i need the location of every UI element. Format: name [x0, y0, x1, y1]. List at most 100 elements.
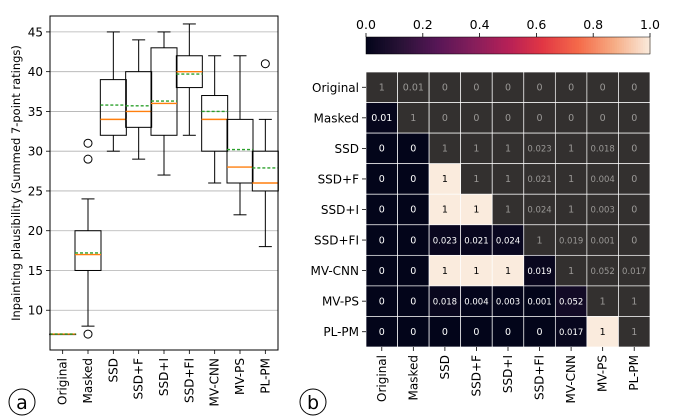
heatmap-cell: 0 — [618, 164, 650, 195]
heatmap-cell-label: 1 — [505, 174, 511, 185]
heatmap-cell-label: 0 — [442, 113, 448, 124]
row-label: PL-PM — [323, 325, 359, 339]
row-label: MV-CNN — [310, 264, 359, 278]
heatmap-cell: 1 — [587, 286, 619, 317]
heatmap-cell: 0 — [461, 316, 493, 347]
heatmap-cell: 0 — [366, 316, 398, 347]
colorbar-tick-label: 0.8 — [583, 17, 603, 32]
heatmap-cell-label: 1 — [568, 266, 574, 277]
heatmap-cell-label: 1 — [505, 266, 511, 277]
heatmap-cell-label: 0 — [379, 296, 385, 307]
col-label: SSD — [438, 355, 452, 379]
heatmap-cell-label: 0 — [568, 113, 574, 124]
panel-b-tag: b — [300, 389, 326, 415]
heatmap-cell-label: 1 — [631, 296, 637, 307]
heatmap-cell-label: 0 — [631, 235, 637, 246]
heatmap-cell-label: 1 — [568, 144, 574, 155]
heatmap-cell: 1 — [492, 194, 524, 225]
x-tick-label: PL-PM — [258, 358, 272, 394]
heatmap-cell-label: 0.019 — [559, 236, 583, 246]
heatmap-cell-label: 1 — [537, 235, 543, 246]
heatmap-cell-label: 1 — [410, 113, 416, 124]
heatmap-cell: 1 — [398, 103, 430, 134]
heatmap-cell: 0 — [555, 103, 587, 134]
heatmap-cell: 0.017 — [555, 316, 587, 347]
heatmap-cell-label: 1 — [631, 327, 637, 338]
heatmap-cell: 0.021 — [461, 225, 493, 256]
heatmap-cell: 0 — [366, 133, 398, 164]
heatmap-cell: 0.024 — [492, 225, 524, 256]
heatmap-cell-label: 1 — [442, 174, 448, 185]
heatmap-cell-label: 0.018 — [590, 145, 614, 155]
y-tick-label: 20 — [28, 224, 43, 238]
col-label: SSD+I — [501, 355, 515, 393]
heatmap-cell: 0.003 — [587, 194, 619, 225]
heatmap-cell-label: 0 — [410, 205, 416, 216]
heatmap-cell: 0 — [492, 72, 524, 103]
heatmap-cell: 0.019 — [524, 255, 556, 286]
box-mv-cnn — [202, 56, 228, 183]
heatmap-cell: 1 — [618, 286, 650, 317]
heatmap-cell-label: 0 — [631, 205, 637, 216]
panel-a-tag: a — [9, 389, 35, 415]
heatmap-cell: 0 — [555, 72, 587, 103]
heatmap-cell-label: 0 — [379, 205, 385, 216]
heatmap-cell: 0 — [366, 164, 398, 195]
heatmap-cell: 0.023 — [524, 133, 556, 164]
heatmap-panel: 0.0 0.2 0.4 0.6 0.8 1.01 0.01 0 0 0 0 0 0 00.01 1 0 0 0 0 0… — [310, 17, 660, 404]
heatmap-cell-label: 0 — [505, 113, 511, 124]
heatmap-cell: 0.024 — [524, 194, 556, 225]
heatmap-cell-label: 1 — [442, 144, 448, 155]
heatmap-cell-label: 1 — [473, 144, 479, 155]
heatmap-cell-label: 1 — [600, 296, 606, 307]
heatmap-cell: 0 — [429, 103, 461, 134]
heatmap-cell: 0 — [618, 194, 650, 225]
heatmap-cell-label: 0 — [410, 144, 416, 155]
heatmap-cell: 0 — [366, 255, 398, 286]
heatmap-cell-label: 1 — [473, 266, 479, 277]
x-tick-label: MV-PS — [233, 358, 247, 395]
heatmap-cell: 0.001 — [587, 225, 619, 256]
x-tick-label: SSD+I — [157, 358, 171, 396]
heatmap-cell: 0.01 — [398, 72, 430, 103]
outlier-point — [84, 155, 92, 163]
outlier-point — [261, 60, 269, 68]
heatmap-cell-label: 0 — [505, 327, 511, 338]
heatmap-cell: 1 — [492, 255, 524, 286]
box-ssd+i — [151, 32, 177, 175]
colorbar-tick-label: 0.0 — [356, 17, 376, 32]
x-tick-label: SSD — [106, 358, 120, 382]
heatmap-cell: 0 — [398, 255, 430, 286]
box-iqr — [151, 48, 177, 135]
heatmap-cell: 0.004 — [587, 164, 619, 195]
heatmap-cell-label: 0 — [537, 113, 543, 124]
heatmap-cell-label: 0 — [473, 82, 479, 93]
heatmap-cell-label: 1 — [442, 205, 448, 216]
heatmap-cell: 1 — [461, 133, 493, 164]
heatmap-cell: 1 — [461, 164, 493, 195]
heatmap-cell: 0.001 — [524, 286, 556, 317]
box-iqr — [202, 96, 228, 152]
y-tick-label: 45 — [28, 25, 43, 39]
x-tick-label: Original — [56, 358, 70, 405]
heatmap-cell: 0.052 — [587, 255, 619, 286]
col-label: MV-PS — [596, 355, 610, 392]
heatmap-cell: 0 — [524, 316, 556, 347]
heatmap-cell: 0 — [398, 225, 430, 256]
heatmap-cell-label: 0.019 — [527, 267, 551, 277]
heatmap-cell-label: 0 — [600, 82, 606, 93]
heatmap-cell-label: 0.024 — [527, 206, 551, 216]
row-label: Original — [312, 81, 359, 95]
col-label: Masked — [406, 355, 420, 400]
heatmap-cell-label: 0.018 — [433, 297, 457, 307]
heatmap-cell: 1 — [366, 72, 398, 103]
heatmap-cell: 0 — [618, 225, 650, 256]
heatmap-cell-label: 0.004 — [464, 297, 488, 307]
heatmap-cell-label: 0.021 — [464, 236, 488, 246]
heatmap-cell-label: 0 — [473, 113, 479, 124]
colorbar-tick-label: 1.0 — [640, 17, 660, 32]
heatmap-cell-label: 0.024 — [496, 236, 520, 246]
y-tick-label: 35 — [28, 105, 43, 119]
panel-b-label: b — [307, 392, 319, 414]
